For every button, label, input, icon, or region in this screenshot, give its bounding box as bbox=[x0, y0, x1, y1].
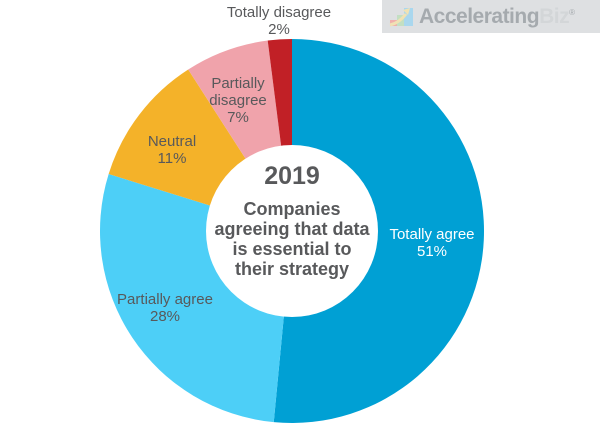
center-subtitle-line: Companies bbox=[243, 199, 341, 219]
center-year: 2019 bbox=[264, 162, 320, 190]
center-subtitle-line: is essential to bbox=[232, 239, 352, 259]
donut-center-text: 2019 Companies agreeing that data is ess… bbox=[197, 162, 387, 279]
center-subtitle: Companies agreeing that data is essentia… bbox=[197, 199, 387, 279]
slice-label-totally-agree: Totally agree 51% bbox=[389, 226, 474, 260]
slice-label-text: Partially disagree bbox=[209, 75, 267, 109]
slice-label-pct: 11% bbox=[157, 150, 187, 167]
donut-hole bbox=[206, 145, 378, 317]
growth-chart-icon bbox=[389, 7, 413, 26]
acceleratingbiz-logo: AcceleratingBiz® bbox=[382, 0, 600, 33]
slice-label-text: Partially agree bbox=[117, 291, 213, 308]
logo-brand-secondary: Biz bbox=[539, 4, 570, 28]
center-subtitle-line: their strategy bbox=[234, 259, 350, 279]
slice-label-pct: 28% bbox=[149, 308, 181, 325]
slice-label-text: Totally disagree bbox=[226, 4, 332, 21]
registered-trademark-symbol: ® bbox=[569, 7, 575, 17]
slice-label-pct: 7% bbox=[227, 109, 249, 126]
center-subtitle-line: agreeing that data bbox=[214, 219, 370, 239]
slice-label-text: Neutral bbox=[147, 133, 197, 150]
logo-brand-primary: Accelerating bbox=[419, 4, 540, 28]
slice-label-partially-agree: Partially agree 28% bbox=[117, 291, 213, 325]
slice-label-pct: 2% bbox=[268, 21, 290, 38]
logo-wordmark: AcceleratingBiz® bbox=[419, 5, 575, 29]
pie-segment-totally-agree bbox=[273, 39, 485, 423]
slice-label-neutral: Neutral 11% bbox=[148, 133, 196, 167]
slice-label-totally-disagree: Totally disagree 2% bbox=[227, 4, 331, 38]
slice-label-text: Totally agree bbox=[389, 226, 475, 243]
slice-label-pct: 51% bbox=[416, 243, 448, 260]
slice-label-partially-disagree: Partially disagree 7% bbox=[199, 75, 277, 126]
